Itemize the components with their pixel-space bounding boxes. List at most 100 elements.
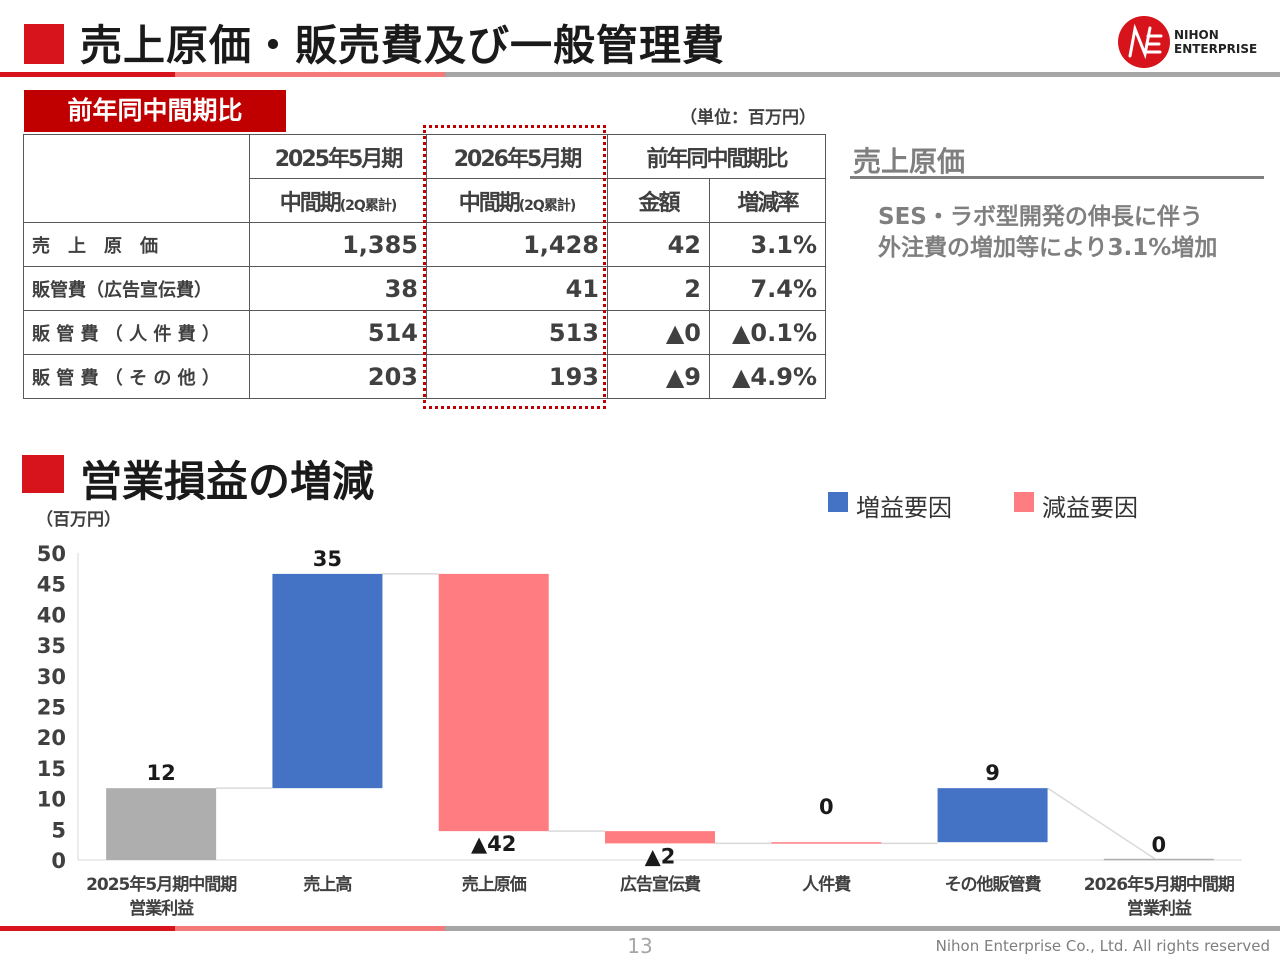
table-row: 販 管 費 （ そ の 他 ） 203 193 ▲9 ▲4.9% [23, 354, 826, 399]
cell-rate: 7.4% [709, 266, 826, 311]
cell-2026: 41 [426, 266, 608, 311]
x-category-label: 営業利益 [1127, 898, 1192, 919]
comparison-tag: 前年同中間期比 [24, 90, 286, 132]
subheader-2025-small: (2Q累計) [339, 197, 397, 214]
y-axis-unit-label: （百万円） [36, 509, 121, 530]
table-corner-cell [23, 134, 250, 223]
x-category-label: 売上高 [303, 874, 352, 895]
logo-ne-icon [1128, 23, 1163, 60]
logo-text-enterprise: ENTERPRISE [1174, 42, 1258, 56]
section-title: 営業損益の増減 [80, 457, 375, 506]
table-row: 販 管 費 （ 人 件 費 ） 514 513 ▲0 ▲0.1% [23, 310, 826, 355]
cell-2025: 203 [249, 354, 427, 399]
y-tick-label: 45 [37, 573, 66, 597]
x-category-label: 売上原価 [462, 874, 527, 895]
row-label: 販 管 費 （ 人 件 費 ） [23, 310, 250, 355]
cell-rate: ▲4.9% [709, 354, 826, 399]
footer-rule-gray [445, 926, 1280, 931]
bar-value-label: ▲2 [645, 844, 676, 868]
y-tick-label: 25 [37, 696, 66, 720]
cell-amount: ▲0 [607, 310, 710, 355]
cell-2026: 513 [426, 310, 608, 355]
bar-total [106, 788, 217, 860]
bar-increase [937, 788, 1048, 843]
subheader-amount: 金額 [607, 178, 710, 223]
logo-text-nihon: NIHON [1174, 28, 1219, 42]
header-2026: 2026年5月期 [426, 134, 608, 179]
y-tick-label: 30 [37, 665, 66, 689]
waterfall-chart: （百万円） 0 5 10 15 20 25 30 35 40 45 50 12 35 ▲42 ▲2 0 9 0 202… [36, 509, 1242, 919]
x-category-label: その他販管費 [945, 874, 1042, 895]
bar-value-label: ▲42 [471, 832, 516, 856]
bar-value-label: 35 [313, 547, 342, 571]
cell-2026: 1,428 [426, 222, 608, 267]
footer-rule-pink [175, 926, 445, 931]
company-logo: NIHON ENTERPRISE [1118, 16, 1268, 70]
cell-2025: 38 [249, 266, 427, 311]
logo-circle [1118, 16, 1170, 68]
x-category-label: 広告宣伝費 [620, 874, 701, 895]
section-marker [22, 455, 64, 493]
title-marker [24, 24, 64, 64]
y-tick-label: 5 [51, 818, 66, 842]
cell-rate: 3.1% [709, 222, 826, 267]
legend-swatch-increase [828, 492, 848, 512]
cost-comparison-table: 2025年5月期 2026年5月期 前年同中間期比 中間期(2Q累計) 中間期(… [23, 134, 826, 399]
header-yoy: 前年同中間期比 [607, 134, 826, 179]
y-tick-label: 20 [37, 726, 66, 750]
bar-decrease [771, 842, 882, 844]
subheader-2025-main: 中間期 [279, 190, 342, 216]
y-tick-label: 15 [37, 757, 66, 781]
row-label: 売 上 原 価 [23, 222, 250, 267]
cell-amount: 2 [607, 266, 710, 311]
bar-value-label: 9 [985, 761, 1000, 785]
y-tick-label: 10 [37, 788, 66, 812]
y-tick-label: 0 [51, 849, 66, 873]
subheader-rate: 増減率 [709, 178, 826, 223]
bar-increase [272, 573, 383, 789]
legend-label-increase: 増益要因 [856, 494, 952, 522]
copyright-text: Nihon Enterprise Co., Ltd. All rights re… [935, 937, 1270, 955]
bar-total [1103, 858, 1214, 861]
legend-label-decrease: 減益要因 [1042, 494, 1138, 522]
note-line-1: SES・ラボ型開発の伸長に伴う [878, 204, 1203, 230]
cell-2025: 1,385 [249, 222, 427, 267]
y-tick-label: 40 [37, 603, 66, 627]
subheader-2026: 中間期(2Q累計) [426, 178, 608, 223]
table-row: 販管費（広告宣伝費） 38 41 2 7.4% [23, 266, 826, 311]
bar-value-label: 0 [1152, 833, 1167, 857]
row-label: 販 管 費 （ そ の 他 ） [23, 354, 250, 399]
note-title: 売上原価 [853, 145, 966, 178]
bar-decrease [605, 831, 715, 844]
header-2025: 2025年5月期 [249, 134, 427, 179]
note-line-2: 外注費の増加等により3.1%増加 [878, 235, 1218, 261]
bar-decrease [438, 573, 549, 832]
x-category-label: 2026年5月期中間期 [1084, 874, 1235, 895]
footer-rule-red [0, 926, 175, 931]
header-rule-red [0, 72, 175, 77]
x-category-label: 人件費 [802, 874, 851, 895]
legend-swatch-decrease [1014, 492, 1034, 512]
y-tick-label: 35 [37, 634, 66, 658]
header-rule-pink [175, 72, 445, 77]
x-category-label: 2025年5月期中間期 [86, 874, 237, 895]
cell-2025: 514 [249, 310, 427, 355]
bar-value-label: 12 [147, 761, 176, 785]
subheader-2025: 中間期(2Q累計) [249, 178, 427, 223]
cell-2026: 193 [426, 354, 608, 399]
table-header-row: 2025年5月期 2026年5月期 前年同中間期比 [23, 134, 826, 223]
cell-amount: 42 [607, 222, 710, 267]
x-category-label: 営業利益 [129, 898, 194, 919]
connector-line [1047, 787, 1156, 860]
subheader-2026-main: 中間期 [458, 190, 521, 216]
cell-rate: ▲0.1% [709, 310, 826, 355]
table-row: 売 上 原 価 1,385 1,428 42 3.1% [23, 222, 826, 267]
bar-value-label: 0 [819, 795, 834, 819]
y-tick-label: 50 [37, 542, 66, 566]
cell-amount: ▲9 [607, 354, 710, 399]
header-rule-gray [445, 72, 1280, 77]
unit-label: （単位：百万円） [680, 108, 816, 128]
row-label: 販管費（広告宣伝費） [23, 266, 250, 311]
page-number: 13 [627, 934, 653, 958]
subheader-2026-small: (2Q累計) [518, 197, 576, 214]
